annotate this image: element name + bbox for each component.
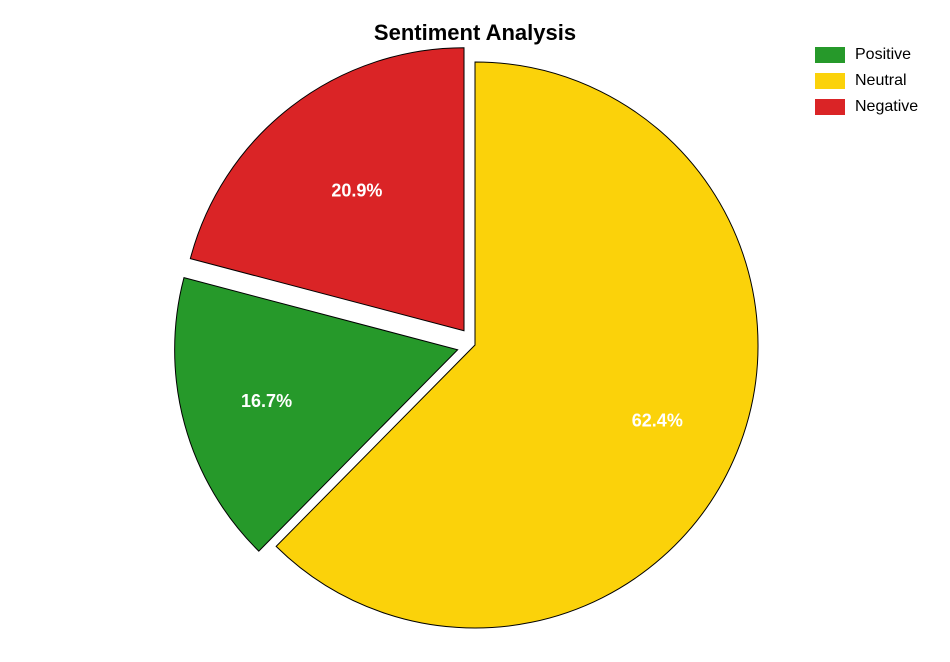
legend-swatch-negative bbox=[815, 99, 845, 115]
pie-label-positive: 16.7% bbox=[241, 391, 292, 411]
legend-label-neutral: Neutral bbox=[855, 72, 907, 90]
legend-item-positive: Positive bbox=[815, 46, 918, 64]
legend-label-negative: Negative bbox=[855, 98, 918, 116]
legend-swatch-positive bbox=[815, 47, 845, 63]
pie-label-negative: 20.9% bbox=[331, 181, 382, 201]
pie-label-neutral: 62.4% bbox=[632, 410, 683, 430]
legend-swatch-neutral bbox=[815, 73, 845, 89]
chart-container: { "chart": { "type": "pie", "title": "Se… bbox=[0, 0, 950, 662]
legend-item-neutral: Neutral bbox=[815, 72, 918, 90]
pie-chart: 62.4% 16.7% 20.9% bbox=[0, 0, 950, 662]
legend: Positive Neutral Negative bbox=[815, 46, 918, 124]
pie-slice-negative bbox=[190, 48, 464, 331]
legend-label-positive: Positive bbox=[855, 46, 911, 64]
legend-item-negative: Negative bbox=[815, 98, 918, 116]
